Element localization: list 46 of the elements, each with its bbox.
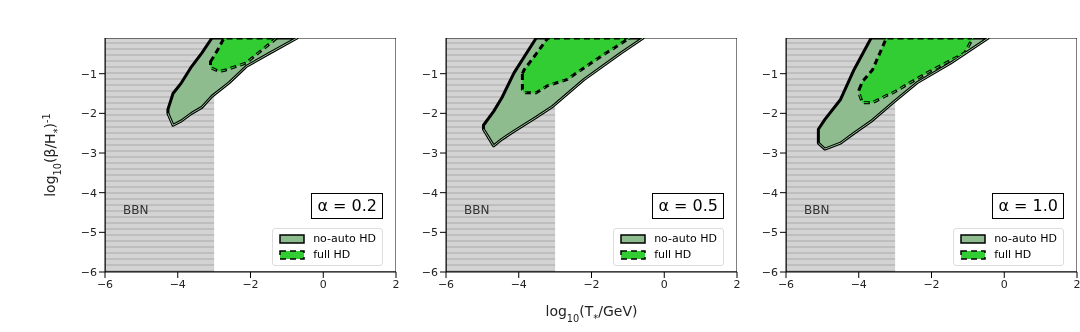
y-tick-label: −6 [80, 265, 97, 279]
y-tick-label: −1 [80, 67, 97, 81]
x-tick-label: −4 [169, 277, 186, 291]
y-tick-label: −6 [421, 265, 438, 279]
x-tick-label: 0 [319, 277, 327, 291]
y-tick-label: −2 [80, 107, 97, 121]
legend-label: no-auto HD [654, 231, 717, 247]
band-label: BBN [804, 203, 830, 217]
legend-label: full HD [313, 247, 351, 263]
x-tick-label: −2 [923, 277, 940, 291]
legend-label: full HD [994, 247, 1032, 263]
band-label: BBN [123, 203, 149, 217]
y-tick-label: −6 [761, 265, 778, 279]
x-tick-label: 2 [733, 277, 741, 291]
y-tick-label: −5 [761, 226, 778, 240]
y-tick-label: −4 [421, 186, 438, 200]
band-label: BBN [464, 203, 490, 217]
y-tick-label: −3 [421, 146, 438, 160]
x-tick-label: −4 [510, 277, 527, 291]
y-tick-label: −1 [421, 67, 438, 81]
legend-label: full HD [654, 247, 692, 263]
y-tick-label: −5 [421, 226, 438, 240]
y-tick-label: −3 [761, 146, 778, 160]
x-tick-label: −6 [437, 277, 455, 291]
y-tick-label: −4 [80, 186, 97, 200]
x-tick-label: 0 [660, 277, 668, 291]
x-tick-label: 2 [392, 277, 400, 291]
x-tick-label: −2 [583, 277, 600, 291]
y-tick-label: −3 [80, 146, 97, 160]
annotation: α = 0.5 [652, 193, 724, 219]
y-tick-label: −4 [761, 186, 778, 200]
y-tick-label: −1 [761, 67, 778, 81]
legend-label: no-auto HD [313, 231, 376, 247]
annotation: α = 1.0 [992, 193, 1064, 219]
x-tick-label: 0 [1000, 277, 1008, 291]
y-tick-label: −2 [421, 107, 438, 121]
legend-label: no-auto HD [994, 231, 1057, 247]
x-tick-label: −6 [777, 277, 795, 291]
x-tick-label: −2 [242, 277, 259, 291]
x-axis-title: log$_{10}$(T$_{*}$/GeV) [545, 303, 638, 324]
x-tick-label: 2 [1073, 277, 1080, 291]
y-tick-label: −2 [761, 107, 778, 121]
x-tick-label: −6 [96, 277, 114, 291]
x-tick-label: −4 [850, 277, 867, 291]
y-tick-label: −5 [80, 226, 97, 240]
annotation: α = 0.2 [311, 193, 383, 219]
